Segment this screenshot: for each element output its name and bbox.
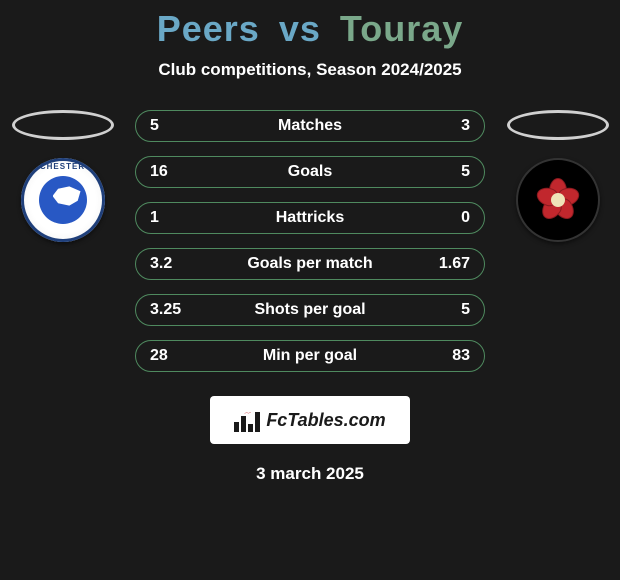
stat-row: 28Min per goal83 <box>135 340 485 372</box>
brand-label: FcTables.com <box>266 410 385 431</box>
stat-left-value: 3.2 <box>150 255 190 273</box>
stat-right-value: 1.67 <box>430 255 470 273</box>
rose-center-icon <box>551 193 565 207</box>
stats-column: 5Matches316Goals51Hattricks03.2Goals per… <box>135 110 485 372</box>
line-icon <box>234 412 262 414</box>
stat-left-value: 28 <box>150 347 190 365</box>
stat-right-value: 0 <box>430 209 470 227</box>
comparison-card: Peers vs Touray Club competitions, Seaso… <box>0 0 620 580</box>
card-title: Peers vs Touray <box>0 8 620 50</box>
stat-label: Min per goal <box>190 347 430 365</box>
main-layout: CHESTER 5Matches316Goals51Hattricks03.2G… <box>0 110 620 372</box>
stat-label: Goals <box>190 163 430 181</box>
stat-row: 5Matches3 <box>135 110 485 142</box>
stat-row: 3.2Goals per match1.67 <box>135 248 485 280</box>
player1-oval <box>12 110 114 140</box>
stat-row: 1Hattricks0 <box>135 202 485 234</box>
lion-icon <box>39 176 87 224</box>
stat-left-value: 5 <box>150 117 190 135</box>
date-label: 3 march 2025 <box>0 464 620 484</box>
badge-left-label: CHESTER <box>40 162 85 171</box>
right-side <box>505 110 610 242</box>
stat-label: Hattricks <box>190 209 430 227</box>
player2-name: Touray <box>340 8 463 49</box>
stat-right-value: 83 <box>430 347 470 365</box>
brand-box[interactable]: FcTables.com <box>210 396 410 444</box>
stat-row: 16Goals5 <box>135 156 485 188</box>
subtitle: Club competitions, Season 2024/2025 <box>0 60 620 80</box>
chart-icon <box>234 408 262 432</box>
player2-oval <box>507 110 609 140</box>
stat-right-value: 5 <box>430 163 470 181</box>
vs-label: vs <box>279 8 321 49</box>
club-badge-right <box>516 158 600 242</box>
stat-label: Goals per match <box>190 255 430 273</box>
left-side: CHESTER <box>10 110 115 242</box>
stat-label: Shots per goal <box>190 301 430 319</box>
club-badge-left: CHESTER <box>21 158 105 242</box>
stat-row: 3.25Shots per goal5 <box>135 294 485 326</box>
stat-right-value: 3 <box>430 117 470 135</box>
player1-name: Peers <box>157 8 260 49</box>
stat-left-value: 3.25 <box>150 301 190 319</box>
stat-left-value: 16 <box>150 163 190 181</box>
stat-label: Matches <box>190 117 430 135</box>
stat-right-value: 5 <box>430 301 470 319</box>
stat-left-value: 1 <box>150 209 190 227</box>
rose-icon <box>530 172 586 228</box>
